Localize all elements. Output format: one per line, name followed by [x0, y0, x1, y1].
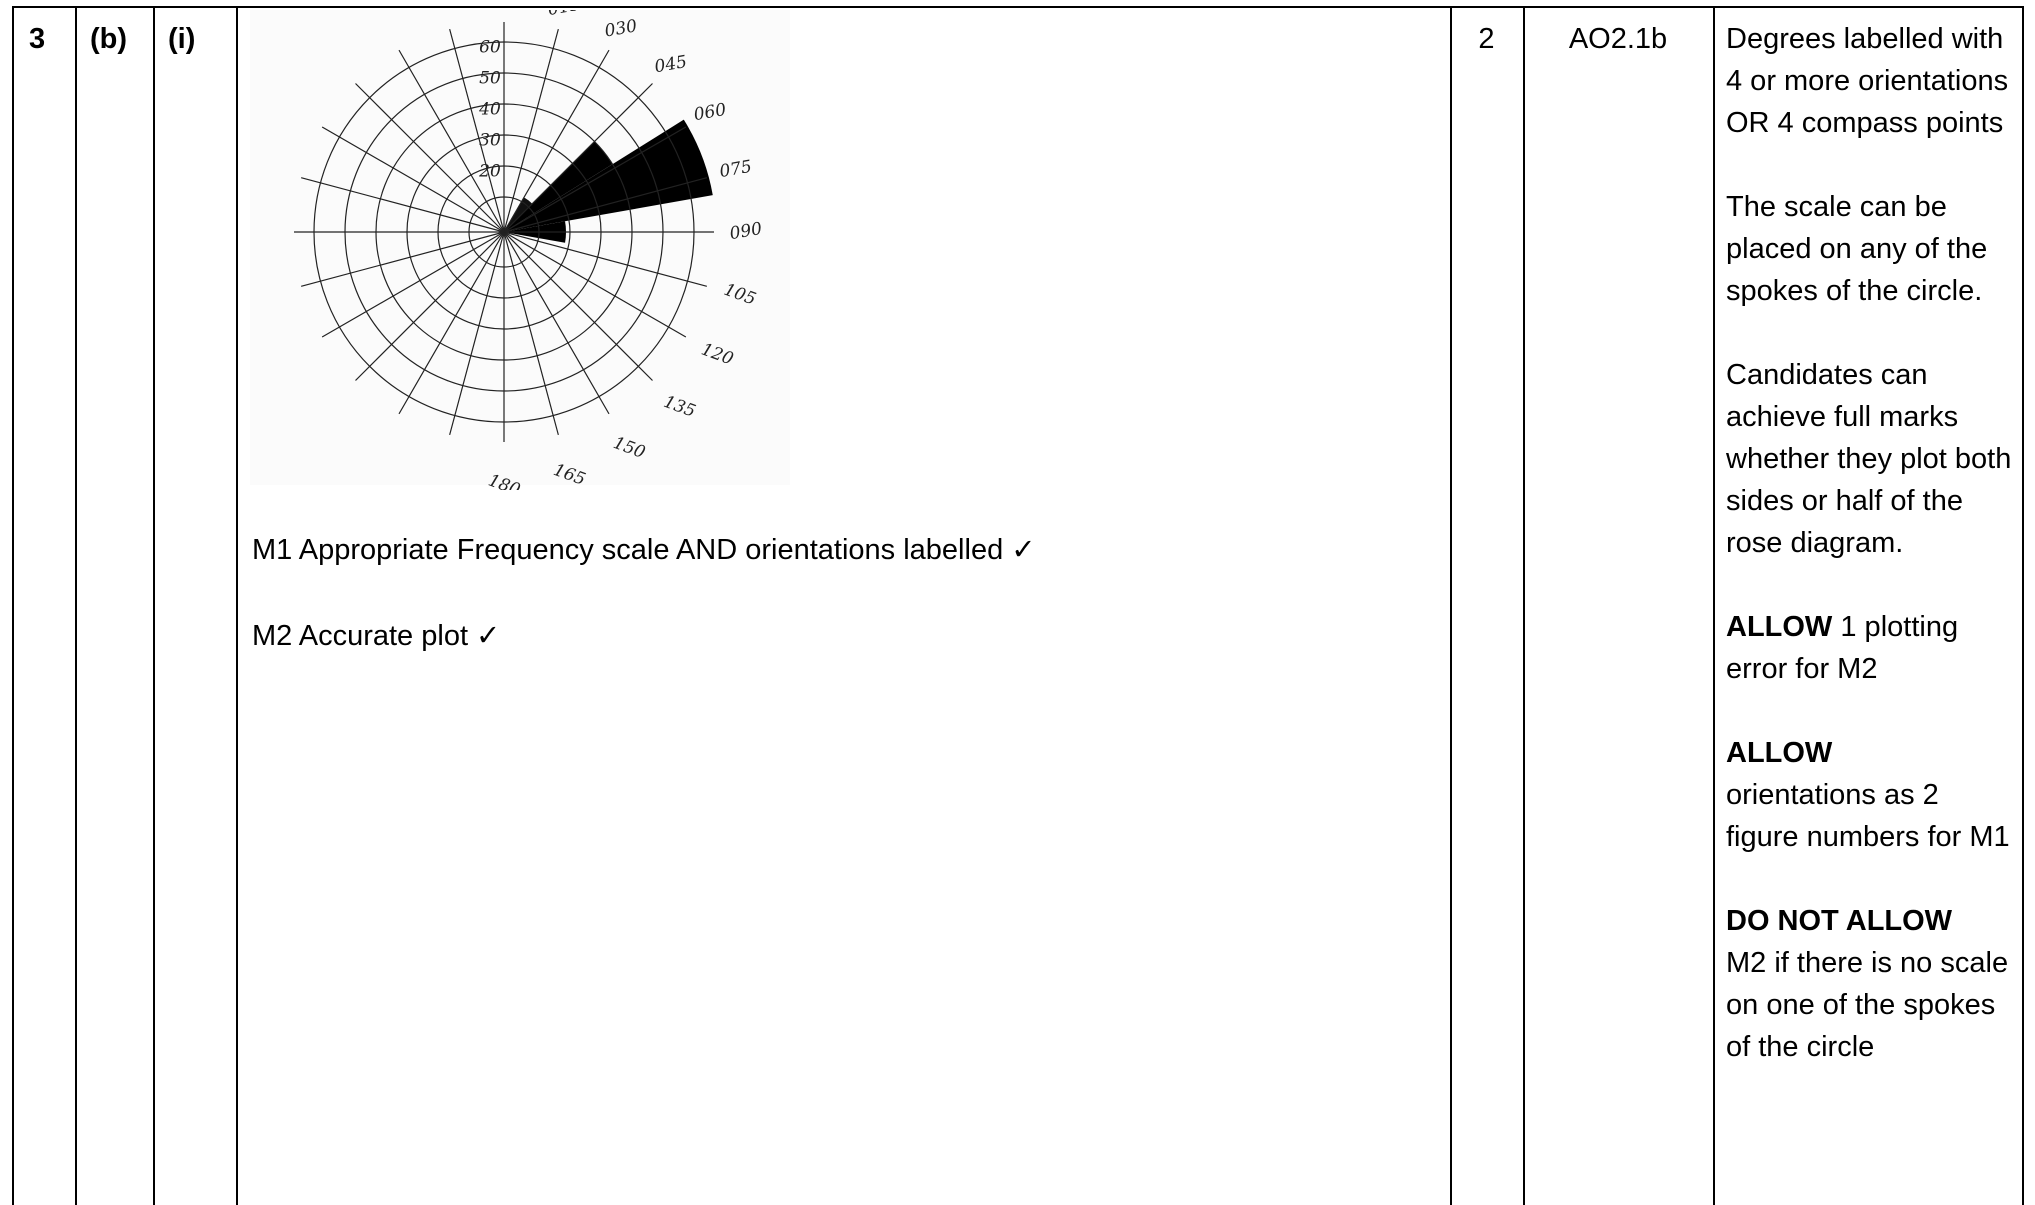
guidance-keyword: DO NOT ALLOW: [1726, 905, 1953, 937]
spoke: [398, 49, 505, 233]
scale-label: 20: [478, 162, 501, 182]
spoke: [503, 83, 653, 233]
column-line: [1450, 6, 1452, 1205]
spoke: [503, 29, 559, 233]
scale-label: 50: [479, 69, 501, 89]
question-subpart: (i): [168, 23, 196, 55]
spoke: [355, 231, 505, 381]
table-border: [12, 6, 2022, 8]
spoke: [449, 29, 505, 233]
guidance-keyword: ALLOW: [1726, 611, 1833, 643]
spoke: [355, 83, 505, 233]
guidance-paragraph: ALLOW orientations as 2 figure numbers fo…: [1726, 732, 2016, 858]
spoke: [301, 231, 505, 287]
spoke: [321, 126, 505, 233]
guidance-text: M2 if there is no scale on one of the sp…: [1726, 947, 2009, 1063]
column-line: [153, 6, 155, 1205]
guidance-text: 1 plotting error for M2: [1726, 611, 1959, 685]
guidance-paragraph: The scale can be placed on any of the sp…: [1726, 186, 2016, 312]
column-line: [75, 6, 77, 1205]
spoke: [301, 177, 505, 233]
guidance-paragraph: DO NOT ALLOW M2 if there is no scale on o…: [1726, 900, 2016, 1068]
guidance-paragraph: ALLOW 1 plotting error for M2: [1726, 606, 2016, 690]
spoke: [503, 231, 687, 338]
guidance-keyword: ALLOW: [1726, 737, 1833, 769]
scale-label: 40: [478, 100, 501, 120]
spoke: [449, 231, 505, 435]
assessment-objective: AO2.1b: [1568, 23, 1668, 55]
guidance-text: Candidates can achieve full marks whethe…: [1726, 359, 2012, 559]
column-line: [236, 6, 238, 1205]
guidance: Degrees labelled with 4 or more orientat…: [1726, 18, 2016, 1110]
spoke: [503, 231, 707, 287]
orientation-label: 015: [546, 10, 581, 20]
guidance-text: Degrees labelled with 4 or more orientat…: [1726, 23, 2009, 139]
column-line: [1523, 6, 1525, 1205]
column-line: [12, 6, 14, 1205]
spoke: [398, 231, 505, 415]
answer-m1: M1 Appropriate Frequency scale AND orien…: [252, 534, 1036, 566]
marks: 2: [1478, 23, 1495, 55]
guidance-paragraph: Degrees labelled with 4 or more orientat…: [1726, 18, 2016, 144]
spoke: [503, 231, 559, 435]
plot-wedge: [504, 197, 533, 232]
guidance-paragraph: Candidates can achieve full marks whethe…: [1726, 354, 2016, 564]
question-number: 3: [29, 23, 46, 55]
answer-m2: M2 Accurate plot ✓: [252, 620, 501, 652]
spoke: [503, 177, 707, 233]
spoke: [503, 126, 687, 233]
guidance-text: orientations as 2 figure numbers for M1: [1726, 779, 2010, 853]
scale-label: 60: [479, 38, 501, 58]
spoke: [321, 231, 505, 338]
question-part: (b): [90, 23, 128, 55]
guidance-text: The scale can be placed on any of the sp…: [1726, 191, 1988, 307]
column-line: [2022, 6, 2024, 1205]
spoke: [503, 231, 653, 381]
spoke: [503, 231, 610, 415]
scale-label: 30: [479, 131, 501, 151]
rose-diagram: 6050403020015030045060075090105120135150…: [250, 10, 790, 490]
spoke: [503, 49, 610, 233]
column-line: [1713, 6, 1715, 1205]
